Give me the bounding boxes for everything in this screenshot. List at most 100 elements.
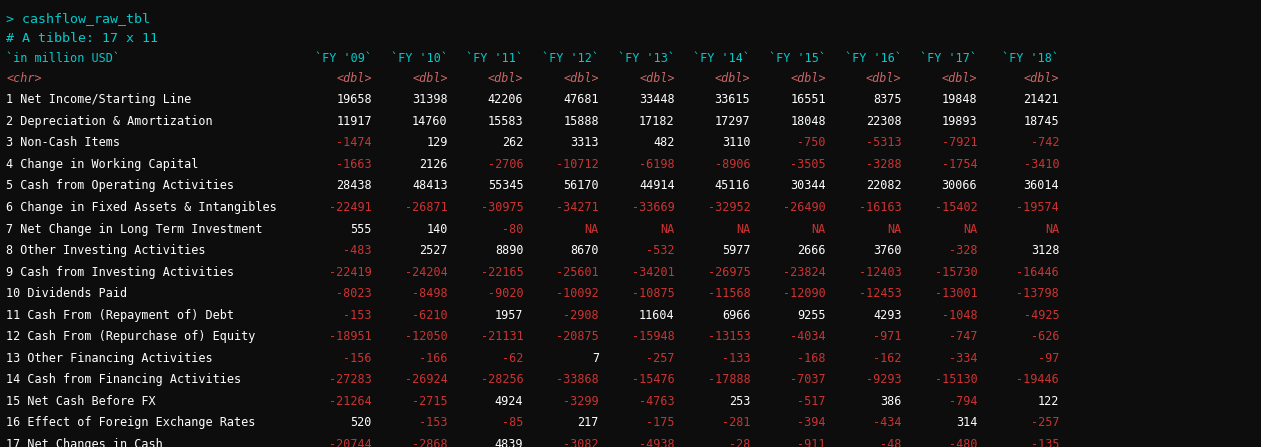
Text: 8 Other Investing Activities: 8 Other Investing Activities: [6, 244, 206, 257]
Text: 2 Depreciation & Amortization: 2 Depreciation & Amortization: [6, 115, 213, 128]
Text: <dbl>: <dbl>: [715, 72, 750, 84]
Text: -328: -328: [948, 244, 977, 257]
Text: 2666: 2666: [797, 244, 826, 257]
Text: 3128: 3128: [1030, 244, 1059, 257]
Text: -23824: -23824: [783, 266, 826, 278]
Text: NA: NA: [585, 223, 599, 236]
Text: 10 Dividends Paid: 10 Dividends Paid: [6, 287, 127, 300]
Text: 15 Net Cash Before FX: 15 Net Cash Before FX: [6, 395, 156, 408]
Text: 2527: 2527: [419, 244, 448, 257]
Text: 48413: 48413: [412, 179, 448, 192]
Text: <dbl>: <dbl>: [639, 72, 675, 84]
Text: 7: 7: [591, 352, 599, 365]
Text: -24204: -24204: [405, 266, 448, 278]
Text: 140: 140: [426, 223, 448, 236]
Text: -9020: -9020: [488, 287, 523, 300]
Text: -15476: -15476: [632, 373, 675, 386]
Text: 8670: 8670: [570, 244, 599, 257]
Text: -97: -97: [1038, 352, 1059, 365]
Text: 3110: 3110: [721, 136, 750, 149]
Text: 17 Net Changes in Cash: 17 Net Changes in Cash: [6, 438, 163, 447]
Text: 3313: 3313: [570, 136, 599, 149]
Text: 44914: 44914: [639, 179, 675, 192]
Text: -5313: -5313: [866, 136, 902, 149]
Text: -21264: -21264: [329, 395, 372, 408]
Text: -20744: -20744: [329, 438, 372, 447]
Text: 17182: 17182: [639, 115, 675, 128]
Text: NA: NA: [963, 223, 977, 236]
Text: `FY '16`: `FY '16`: [845, 52, 902, 65]
Text: NA: NA: [888, 223, 902, 236]
Text: 11917: 11917: [337, 115, 372, 128]
Text: 14760: 14760: [412, 115, 448, 128]
Text: -175: -175: [646, 417, 675, 430]
Text: -12453: -12453: [859, 287, 902, 300]
Text: -257: -257: [646, 352, 675, 365]
Text: <dbl>: <dbl>: [1024, 72, 1059, 84]
Text: -1663: -1663: [337, 158, 372, 171]
Text: 16 Effect of Foreign Exchange Rates: 16 Effect of Foreign Exchange Rates: [6, 417, 256, 430]
Text: > cashflow_raw_tbl: > cashflow_raw_tbl: [6, 13, 150, 25]
Text: -27283: -27283: [329, 373, 372, 386]
Text: 5977: 5977: [721, 244, 750, 257]
Text: -153: -153: [343, 309, 372, 322]
Text: -22419: -22419: [329, 266, 372, 278]
Text: 555: 555: [351, 223, 372, 236]
Text: -1048: -1048: [942, 309, 977, 322]
Text: `FY '15`: `FY '15`: [769, 52, 826, 65]
Text: -19446: -19446: [1016, 373, 1059, 386]
Text: -18951: -18951: [329, 330, 372, 343]
Text: -26924: -26924: [405, 373, 448, 386]
Text: 19893: 19893: [942, 115, 977, 128]
Text: NA: NA: [736, 223, 750, 236]
Text: -7921: -7921: [942, 136, 977, 149]
Text: -85: -85: [502, 417, 523, 430]
Text: -6198: -6198: [639, 158, 675, 171]
Text: 18745: 18745: [1024, 115, 1059, 128]
Text: 7 Net Change in Long Term Investment: 7 Net Change in Long Term Investment: [6, 223, 262, 236]
Text: -4938: -4938: [639, 438, 675, 447]
Text: 36014: 36014: [1024, 179, 1059, 192]
Text: -4763: -4763: [639, 395, 675, 408]
Text: -26871: -26871: [405, 201, 448, 214]
Text: 5 Cash from Operating Activities: 5 Cash from Operating Activities: [6, 179, 235, 192]
Text: -153: -153: [419, 417, 448, 430]
Text: -21131: -21131: [480, 330, 523, 343]
Text: 386: 386: [880, 395, 902, 408]
Text: `FY '10`: `FY '10`: [391, 52, 448, 65]
Text: -7037: -7037: [791, 373, 826, 386]
Text: -3410: -3410: [1024, 158, 1059, 171]
Text: -80: -80: [502, 223, 523, 236]
Text: -48: -48: [880, 438, 902, 447]
Text: -168: -168: [797, 352, 826, 365]
Text: <dbl>: <dbl>: [791, 72, 826, 84]
Text: -742: -742: [1030, 136, 1059, 149]
Text: 217: 217: [578, 417, 599, 430]
Text: -8498: -8498: [412, 287, 448, 300]
Text: -532: -532: [646, 244, 675, 257]
Text: -6210: -6210: [412, 309, 448, 322]
Text: NA: NA: [812, 223, 826, 236]
Text: -30975: -30975: [480, 201, 523, 214]
Text: -12050: -12050: [405, 330, 448, 343]
Text: 122: 122: [1038, 395, 1059, 408]
Text: 4839: 4839: [494, 438, 523, 447]
Text: 8375: 8375: [873, 93, 902, 106]
Text: -22165: -22165: [480, 266, 523, 278]
Text: -911: -911: [797, 438, 826, 447]
Text: -34201: -34201: [632, 266, 675, 278]
Text: 33615: 33615: [715, 93, 750, 106]
Text: -281: -281: [721, 417, 750, 430]
Text: -11568: -11568: [707, 287, 750, 300]
Text: -26490: -26490: [783, 201, 826, 214]
Text: 19658: 19658: [337, 93, 372, 106]
Text: -3505: -3505: [791, 158, 826, 171]
Text: -16446: -16446: [1016, 266, 1059, 278]
Text: -3288: -3288: [866, 158, 902, 171]
Text: -13798: -13798: [1016, 287, 1059, 300]
Text: <dbl>: <dbl>: [337, 72, 372, 84]
Text: -16163: -16163: [859, 201, 902, 214]
Text: 4 Change in Working Capital: 4 Change in Working Capital: [6, 158, 199, 171]
Text: 1957: 1957: [494, 309, 523, 322]
Text: -25601: -25601: [556, 266, 599, 278]
